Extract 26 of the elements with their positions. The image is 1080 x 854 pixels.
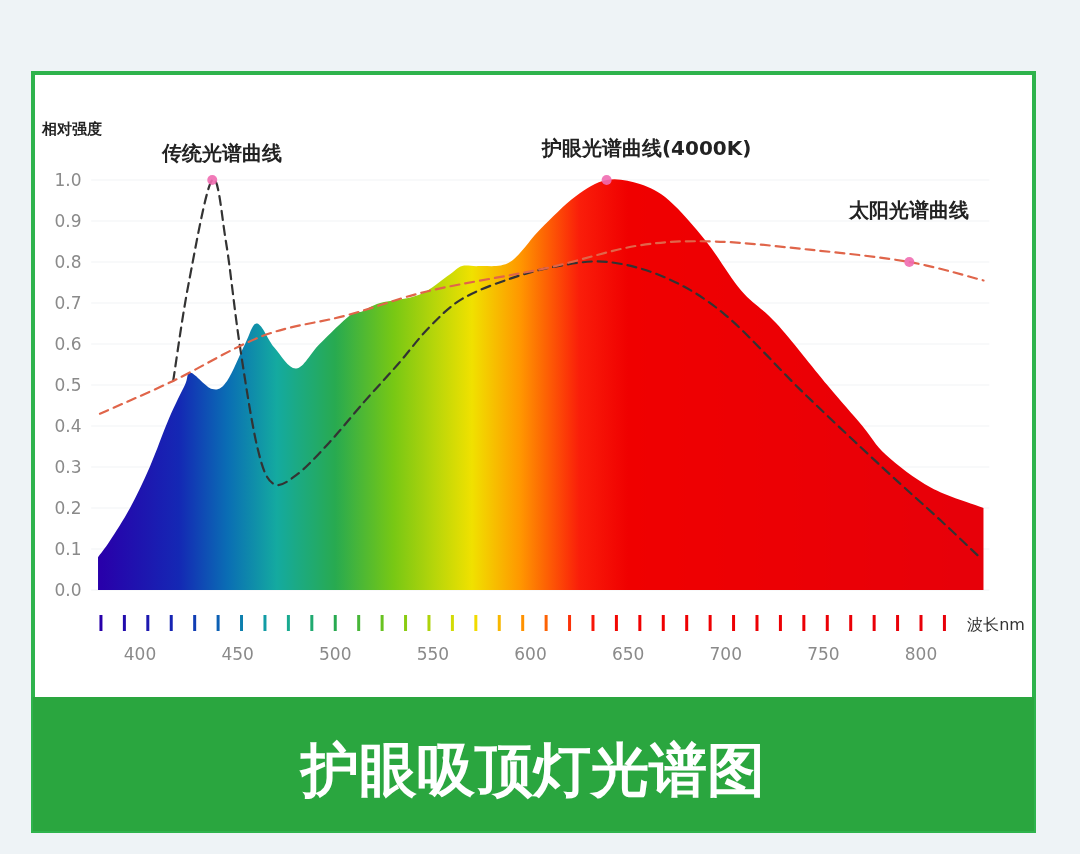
y-tick-label: 0.4 bbox=[54, 416, 82, 436]
y-axis-title: 相对强度 bbox=[41, 120, 102, 138]
y-tick-label: 0.5 bbox=[54, 375, 82, 395]
annotation: 护眼光谱曲线(4000K) bbox=[540, 136, 752, 160]
y-tick-label: 0.9 bbox=[54, 211, 82, 231]
y-tick-label: 0.2 bbox=[54, 498, 82, 518]
y-tick-label: 0.6 bbox=[54, 334, 82, 354]
x-tick-label: 500 bbox=[319, 644, 352, 664]
x-tick-label: 450 bbox=[221, 644, 254, 664]
annotation: 太阳光谱曲线 bbox=[848, 198, 970, 222]
y-tick-label: 0.1 bbox=[54, 539, 82, 559]
text: 护眼吸顶灯光谱图 bbox=[299, 736, 765, 804]
x-tick-label: 700 bbox=[709, 644, 742, 664]
x-axis-title: 波长nm bbox=[967, 615, 1025, 634]
y-tick-label: 0.3 bbox=[54, 457, 82, 477]
x-tick-label: 800 bbox=[904, 644, 938, 664]
y-tick-label: 1.0 bbox=[54, 170, 82, 190]
x-tick-label: 600 bbox=[514, 644, 547, 664]
y-tick-label: 0.8 bbox=[54, 252, 82, 272]
annotation: 传统光谱曲线 bbox=[161, 141, 283, 165]
x-tick-label: 400 bbox=[123, 644, 157, 664]
y-tick-label: 0.0 bbox=[54, 580, 82, 600]
x-tick-label: 550 bbox=[416, 644, 450, 664]
x-tick-label: 650 bbox=[611, 644, 645, 664]
x-tick-label: 750 bbox=[807, 644, 840, 664]
y-tick-label: 0.7 bbox=[54, 293, 82, 313]
